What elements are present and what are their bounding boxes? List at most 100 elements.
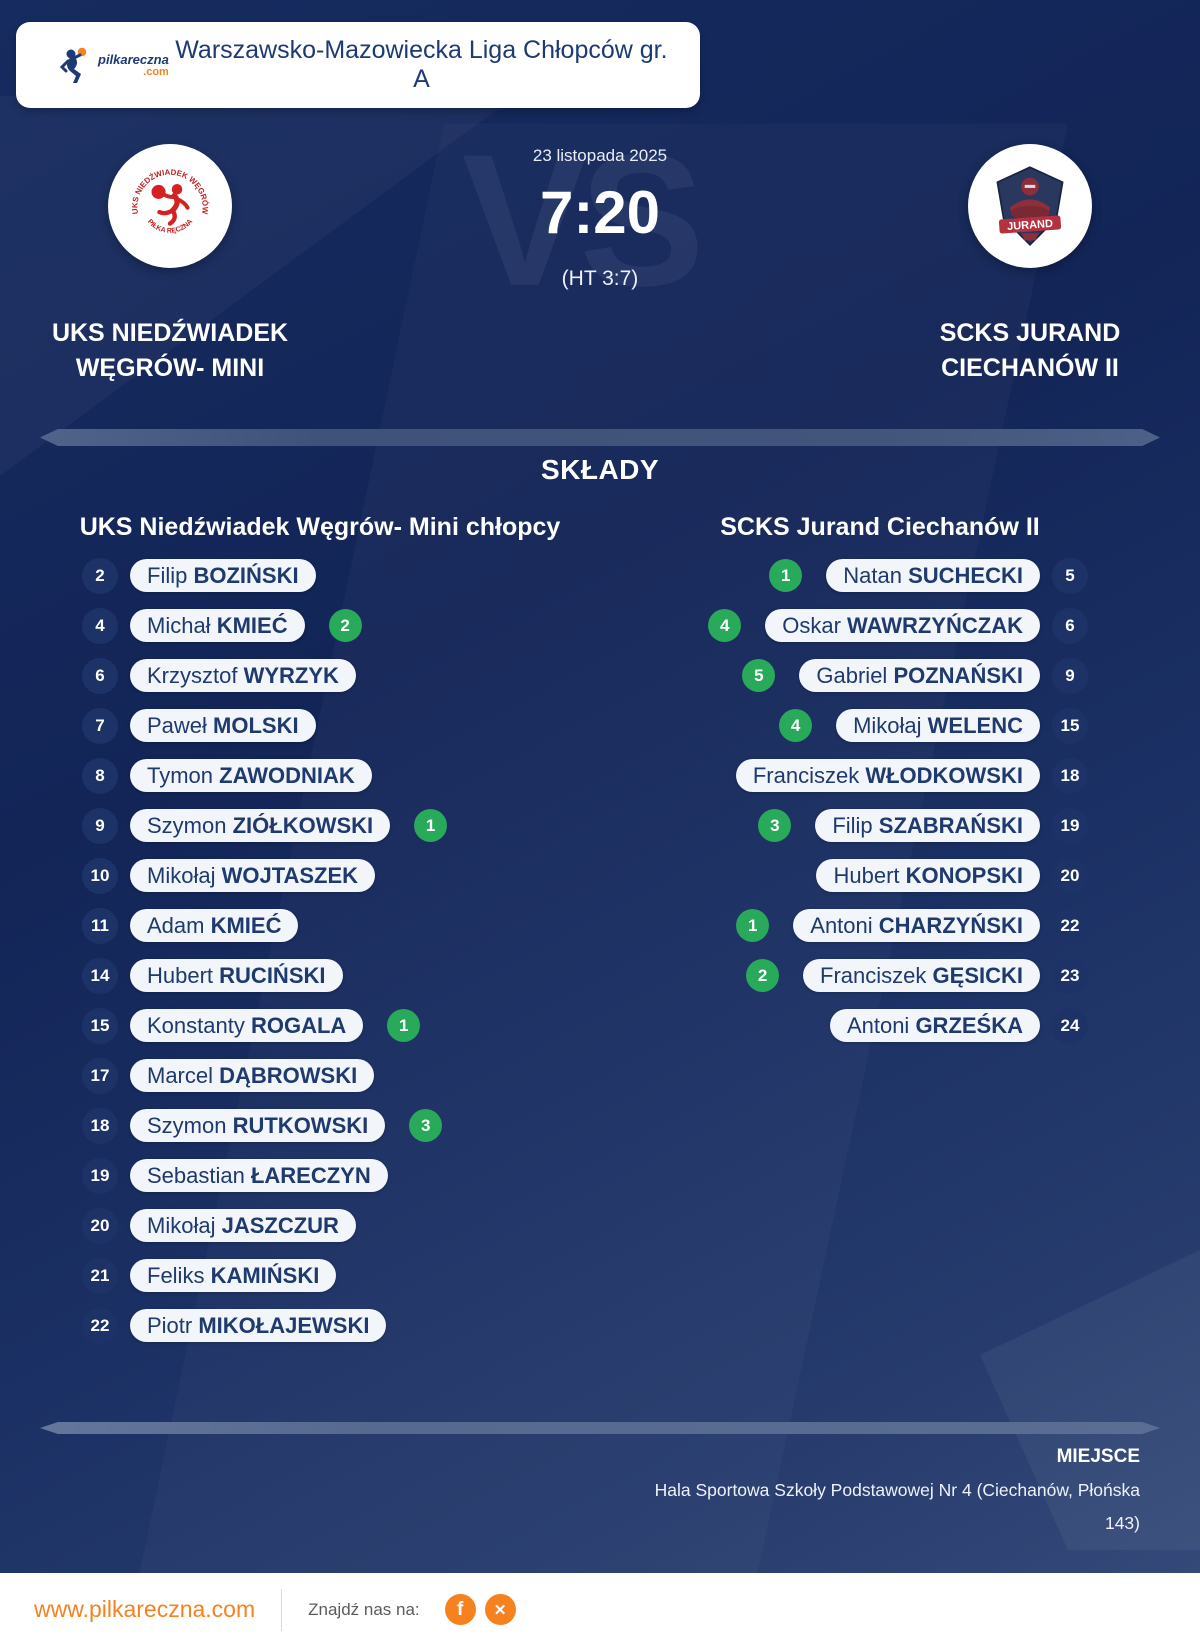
player-number-badge: 6: [82, 657, 118, 694]
player-first-name: Gabriel: [816, 662, 894, 688]
away-crest-banner-text: JURAND: [1007, 218, 1054, 233]
player-name-pill: Krzysztof WYRZYK: [130, 659, 356, 692]
player-name-pill: Mikołaj WELENC: [836, 709, 1040, 742]
player-name-pill: Tymon ZAWODNIAK: [130, 759, 372, 792]
player-first-name: Mikołaj: [147, 862, 222, 888]
player-first-name: Oskar: [782, 612, 848, 638]
player-number-badge: 9: [82, 807, 118, 844]
player-name-pill: Marcel DĄBROWSKI: [130, 1059, 375, 1092]
player-name-pill: Szymon RUTKOWSKI: [130, 1109, 386, 1142]
player-goals-badge: 4: [708, 609, 742, 642]
player-first-name: Konstanty: [147, 1012, 251, 1038]
player-first-name: Feliks: [147, 1262, 211, 1288]
x-icon[interactable]: ✕: [484, 1594, 516, 1625]
player-row: 15 Konstanty ROGALA 1: [82, 1007, 600, 1044]
player-number-badge: 8: [82, 757, 118, 794]
brand-name: pilkareczna: [98, 51, 169, 67]
home-team-crest-icon: UKS NIEDŹWIADEK WĘGRÓW PIŁKA RĘCZNA: [130, 168, 209, 235]
player-number-badge: 18: [1052, 757, 1088, 794]
player-number-badge: 20: [82, 1207, 118, 1244]
player-first-name: Hubert: [833, 862, 906, 888]
away-team-name: SCKS JURAND CIECHANÓW II: [939, 319, 1121, 382]
player-row: 1 Antoni CHARZYŃSKI 22: [600, 907, 1088, 944]
player-last-name: GĘSICKI: [932, 962, 1023, 988]
player-number-badge: 17: [82, 1057, 118, 1094]
player-goals-badge: 2: [328, 609, 362, 642]
away-team-block: JURAND SCKS JURAND CIECHANÓW II: [885, 144, 1175, 385]
player-goals-badge: 1: [769, 559, 803, 592]
player-last-name: WELENC: [927, 712, 1023, 738]
player-name-pill: Mikołaj JASZCZUR: [130, 1209, 356, 1242]
away-team-crest-icon: JURAND: [996, 166, 1064, 246]
player-goals-badge: 2: [746, 959, 780, 992]
player-first-name: Krzysztof: [147, 662, 244, 688]
svg-text:PIŁKA RĘCZNA: PIŁKA RĘCZNA: [146, 218, 194, 235]
home-crest-arc-bottom-text: PIŁKA RĘCZNA: [146, 218, 194, 235]
footer-divider: [281, 1588, 283, 1631]
player-first-name: Sebastian: [147, 1162, 251, 1188]
home-team-logo: UKS NIEDŹWIADEK WĘGRÓW PIŁKA RĘCZNA: [108, 144, 232, 268]
player-number-badge: 14: [82, 957, 118, 994]
player-number-badge: 2: [82, 557, 118, 594]
facebook-icon[interactable]: f: [444, 1594, 476, 1625]
player-number-badge: 10: [82, 857, 118, 894]
player-row: 19 Sebastian ŁARECZYN: [82, 1157, 600, 1194]
league-header-card: pilkareczna .com Warszawsko-Mazowiecka L…: [16, 22, 700, 108]
player-last-name: KONOPSKI: [905, 862, 1023, 888]
player-row: 7 Paweł MOLSKI: [82, 707, 600, 744]
away-roster: 1 Natan SUCHECKI 5 4 Oskar WAWRZYŃCZAK 6 5 Gabr…: [600, 557, 1160, 1044]
player-name-pill: Oskar WAWRZYŃCZAK: [765, 609, 1040, 642]
site-url-link[interactable]: www.pilkareczna.com: [34, 1596, 256, 1622]
brand-tld: .com: [143, 65, 169, 78]
player-last-name: MIKOŁAJEWSKI: [198, 1312, 370, 1338]
player-row: 2 Filip BOZIŃSKI: [82, 557, 600, 594]
player-name-pill: Filip SZABRAŃSKI: [815, 809, 1040, 842]
player-first-name: Adam: [147, 912, 211, 938]
player-name-pill: Hubert RUCIŃSKI: [130, 959, 343, 992]
player-first-name: Tymon: [147, 762, 220, 788]
home-roster: 2 Filip BOZIŃSKI 4 Michał KMIEĆ 2 6 Krzysztof …: [40, 557, 600, 1344]
player-first-name: Natan: [843, 562, 909, 588]
player-first-name: Franciszek: [752, 762, 866, 788]
player-last-name: KMIEĆ: [216, 612, 288, 638]
player-number-badge: 7: [82, 707, 118, 744]
lineups-section-title: SKŁADY: [540, 454, 660, 485]
player-goals-badge: 5: [742, 659, 776, 692]
player-last-name: BOZIŃSKI: [193, 562, 299, 588]
player-first-name: Filip: [832, 812, 879, 838]
player-first-name: Antoni: [810, 912, 879, 938]
player-row: 10 Mikołaj WOJTASZEK: [82, 857, 600, 894]
player-name-pill: Filip BOZIŃSKI: [130, 559, 316, 592]
player-row: 1 Natan SUCHECKI 5: [600, 557, 1088, 594]
player-goals-badge: 3: [409, 1109, 443, 1142]
player-name-pill: Szymon ZIÓŁKOWSKI: [130, 809, 391, 842]
player-last-name: GRZEŚKA: [915, 1012, 1023, 1038]
venue-address-line: 143): [1104, 1513, 1140, 1534]
player-row: Franciszek WŁODKOWSKI 18: [600, 757, 1088, 794]
player-name-pill: Feliks KAMIŃSKI: [130, 1259, 337, 1292]
home-crest-arc-top-text: UKS NIEDŹWIADEK WĘGRÓW: [130, 168, 209, 215]
player-goals-badge: 1: [387, 1009, 421, 1042]
player-first-name: Mikołaj: [853, 712, 928, 738]
player-number-badge: 18: [82, 1107, 118, 1144]
player-name-pill: Antoni GRZEŚKA: [829, 1009, 1040, 1042]
home-team-block: UKS NIEDŹWIADEK WĘGRÓW PIŁKA RĘCZNA UKS …: [25, 144, 315, 385]
player-first-name: Mikołaj: [147, 1212, 222, 1238]
player-first-name: Antoni: [846, 1012, 916, 1038]
player-name-pill: Franciszek WŁODKOWSKI: [735, 759, 1040, 792]
player-first-name: Michał: [147, 612, 217, 638]
player-row: 21 Feliks KAMIŃSKI: [82, 1257, 600, 1294]
home-team-name: UKS NIEDŹWIADEK WĘGRÓW- MINI: [51, 319, 289, 382]
venue-label: MIEJSCE: [1056, 1446, 1140, 1467]
player-first-name: Marcel: [147, 1062, 220, 1088]
player-name-pill: Paweł MOLSKI: [130, 709, 316, 742]
player-last-name: KMIEĆ: [210, 912, 282, 938]
player-name-pill: Sebastian ŁARECZYN: [130, 1159, 388, 1192]
player-row: 4 Michał KMIEĆ 2: [82, 607, 600, 644]
venue-address-line: Hala Sportowa Szkoły Podstawowej Nr 4 (C…: [654, 1480, 1140, 1500]
player-row: 8 Tymon ZAWODNIAK: [82, 757, 600, 794]
player-last-name: ZIÓŁKOWSKI: [232, 812, 374, 838]
player-number-badge: 11: [82, 907, 118, 944]
player-number-badge: 23: [1052, 957, 1088, 994]
